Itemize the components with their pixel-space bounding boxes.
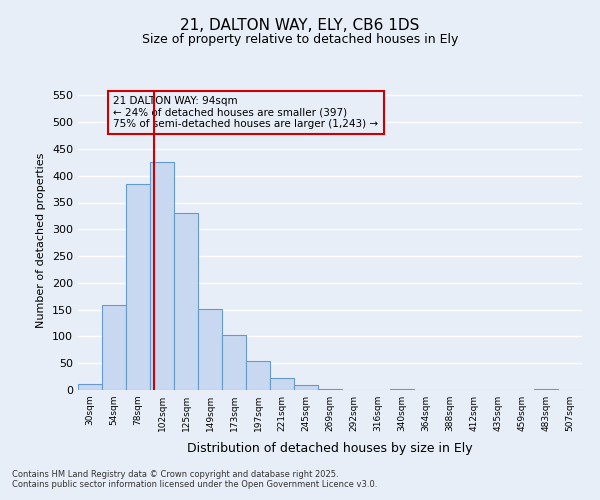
Bar [294,384,318,390]
X-axis label: Distribution of detached houses by size in Ely: Distribution of detached houses by size … [187,442,473,456]
Text: Contains public sector information licensed under the Open Government Licence v3: Contains public sector information licen… [12,480,377,489]
Text: 21 DALTON WAY: 94sqm
← 24% of detached houses are smaller (397)
75% of semi-deta: 21 DALTON WAY: 94sqm ← 24% of detached h… [113,96,379,129]
Bar [318,389,342,390]
Text: Size of property relative to detached houses in Ely: Size of property relative to detached ho… [142,32,458,46]
Bar [102,306,126,390]
Bar [174,213,198,390]
Bar [246,360,270,390]
Bar [150,162,174,390]
Bar [78,384,102,390]
Bar [390,389,414,390]
Bar [126,184,150,390]
Text: 21, DALTON WAY, ELY, CB6 1DS: 21, DALTON WAY, ELY, CB6 1DS [181,18,419,32]
Y-axis label: Number of detached properties: Number of detached properties [37,152,46,328]
Bar [270,378,294,390]
Bar [198,308,222,390]
Text: Contains HM Land Registry data © Crown copyright and database right 2025.: Contains HM Land Registry data © Crown c… [12,470,338,479]
Bar [222,335,246,390]
